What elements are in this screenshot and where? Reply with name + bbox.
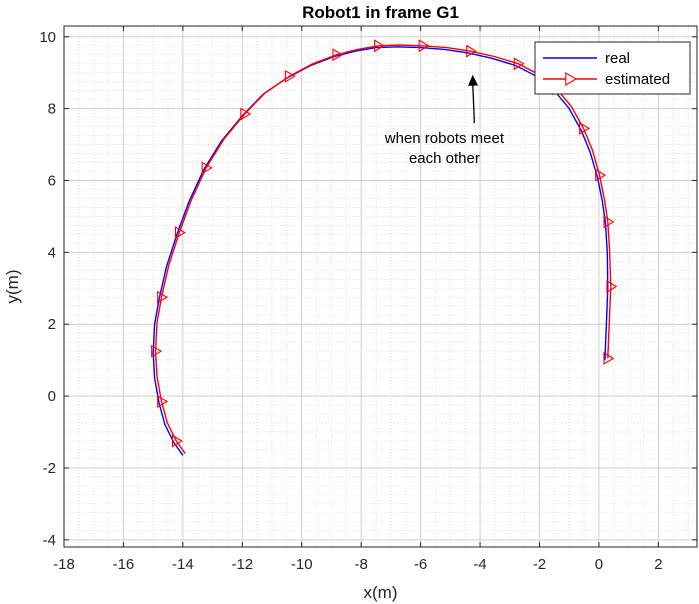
y-tick-label: 10 [39, 29, 56, 46]
tick-labels: -18 -16 -14 -12 -10 -8 -6 -4 -2 0 2 -4 -2 0 2 4 6 8 10 [39, 29, 662, 573]
legend-real-label: real [605, 50, 630, 67]
series-point-estimated [157, 290, 169, 304]
x-tick-label: -6 [414, 556, 427, 573]
series-point-estimated [151, 344, 163, 358]
series-point-estimated [201, 161, 213, 175]
y-tick-label: 8 [48, 101, 56, 118]
series-point-estimated [284, 69, 296, 83]
y-tick-label: 6 [48, 173, 56, 190]
annotation-text-line-2: each other [409, 150, 480, 167]
x-tick-label: 2 [654, 556, 662, 573]
y-tick-label: 2 [48, 316, 56, 333]
series-point-estimated [603, 215, 615, 229]
plot-frame [63, 25, 698, 548]
series-point-estimated [374, 39, 386, 53]
x-tick-label: -2 [533, 556, 546, 573]
annotation-arrowhead [468, 74, 479, 86]
x-tick-label: -16 [113, 556, 135, 573]
y-tick-label: 4 [48, 244, 56, 261]
chart-title: Robot1 in frame G1 [302, 3, 459, 22]
legend-estimated-marker [565, 72, 578, 86]
x-tick-label: -18 [53, 556, 75, 573]
series-point-estimated [579, 121, 591, 135]
y-tick-label: 0 [48, 388, 56, 405]
series-point-estimated [603, 351, 615, 365]
x-tick-label: -8 [355, 556, 368, 573]
series-point-estimated [606, 280, 618, 293]
annotation-text-line-1: when robots meet [384, 130, 505, 147]
series-point-estimated [418, 39, 430, 53]
minor-grid [64, 26, 697, 547]
series-point-estimated [595, 168, 607, 182]
y-axis-label: y(m) [3, 270, 22, 304]
axis-ticks [63, 26, 697, 547]
series-point-estimated [466, 44, 478, 58]
x-tick-label: -10 [291, 556, 313, 573]
x-tick-label: -4 [473, 556, 486, 573]
annotation: when robots meet each other [384, 74, 505, 167]
x-axis-label: x(m) [364, 583, 398, 602]
x-tick-label: -14 [172, 556, 194, 573]
series-line-estimated [154, 44, 612, 455]
series-layer [151, 39, 618, 456]
series-point-estimated [171, 434, 183, 448]
legend-box [534, 41, 691, 95]
series-point-estimated [174, 226, 186, 240]
x-tick-label: 0 [595, 556, 603, 573]
series-point-estimated [513, 57, 525, 71]
y-tick-label: -2 [43, 460, 56, 477]
series-point-estimated [332, 48, 344, 62]
legend-estimated-label: estimated [605, 71, 670, 88]
series-point-estimated [157, 395, 169, 408]
annotation-arrow [471, 80, 476, 124]
legend: real estimated [534, 41, 691, 95]
y-tick-label: -4 [43, 532, 56, 549]
major-grid [63, 26, 697, 547]
x-tick-label: -12 [231, 556, 253, 573]
series-point-estimated [240, 107, 252, 121]
